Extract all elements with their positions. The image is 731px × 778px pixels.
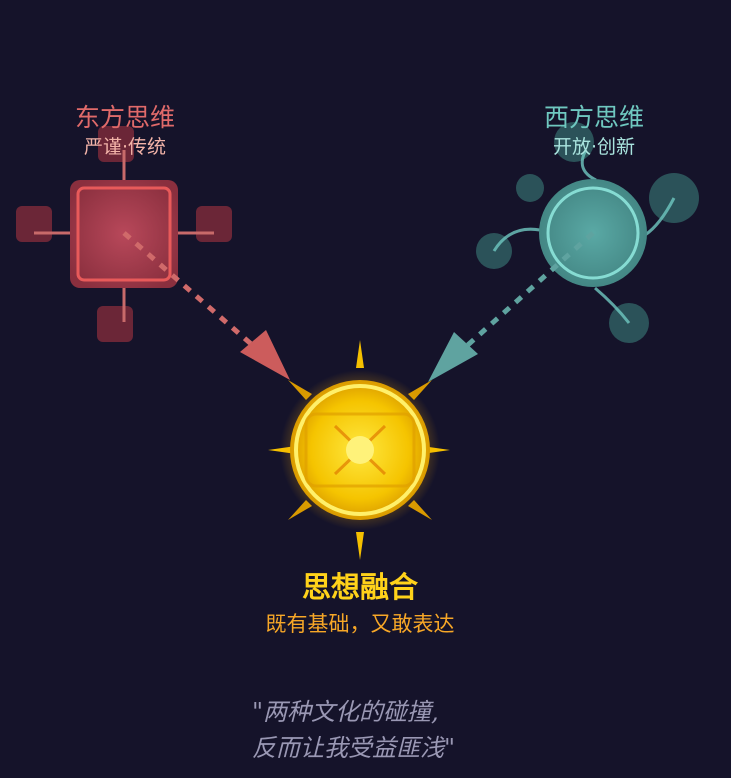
east-subtitle: 严谨·传统 — [83, 136, 167, 158]
fusion-core — [346, 436, 374, 464]
quote-line-1: "两种文化的碰撞, — [252, 698, 439, 726]
east-satellite-bottom — [97, 306, 133, 342]
fusion-subtitle: 既有基础，又敢表达 — [265, 612, 455, 636]
east-satellite-right — [196, 206, 232, 242]
west-subtitle: 开放·创新 — [552, 136, 636, 158]
fusion-node — [268, 340, 450, 560]
quote-line-2: 反而让我受益匪浅" — [252, 734, 456, 762]
quote: "两种文化的碰撞, 反而让我受益匪浅" — [252, 694, 455, 766]
east-title: 东方思维 — [74, 103, 176, 132]
east-arrow — [122, 231, 290, 380]
fusion-title: 思想融合 — [301, 570, 419, 604]
east-satellite-left — [16, 206, 52, 242]
west-title: 西方思维 — [543, 103, 645, 132]
west-arrow — [428, 231, 595, 382]
